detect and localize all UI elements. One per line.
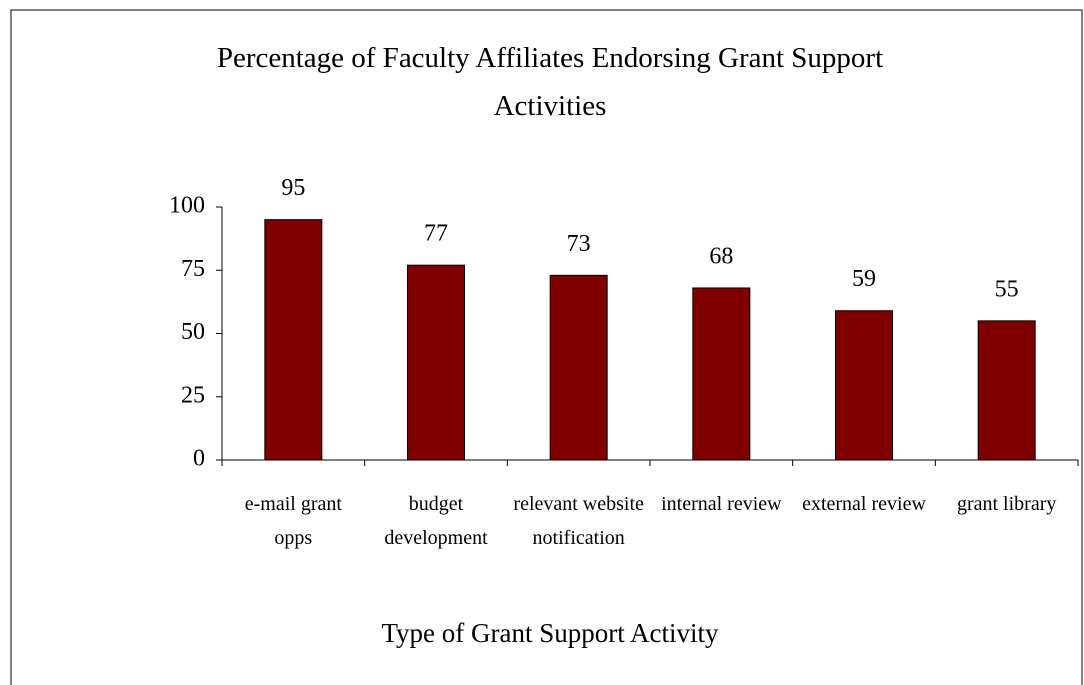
x-tick-label: e-mail grant opps [244,493,342,549]
x-tick-label: external review [802,493,926,515]
x-tick-label: relevant website notification [513,493,644,549]
data-label: 68 [709,243,733,269]
y-tick-label: 25 [181,382,205,408]
y-tick-label: 75 [181,256,205,282]
bar [264,219,323,461]
data-label: 73 [567,231,591,257]
data-label: 59 [852,266,876,292]
x-tick-label: internal review [661,493,782,515]
bar [977,320,1036,461]
y-tick-label: 0 [193,446,205,472]
x-axis-title: Type of Grant Support Activity [381,618,719,648]
x-tick-label: budget development [384,493,488,549]
y-tick-label: 50 [181,319,205,345]
data-label: 77 [424,221,448,247]
title-line: Percentage of Faculty Affiliates Endorsi… [217,42,883,74]
bar [692,287,751,461]
data-label: 95 [281,175,305,201]
y-tick-label: 100 [169,193,205,219]
chart-border [10,9,1083,685]
title-line: Activities [494,90,607,122]
data-label: 55 [995,276,1019,302]
bar [549,274,608,461]
x-tick-label: grant library [956,493,1057,515]
chart-title: Percentage of Faculty Affiliates Endorsi… [217,42,883,122]
bar [407,264,465,461]
bar [835,310,893,461]
